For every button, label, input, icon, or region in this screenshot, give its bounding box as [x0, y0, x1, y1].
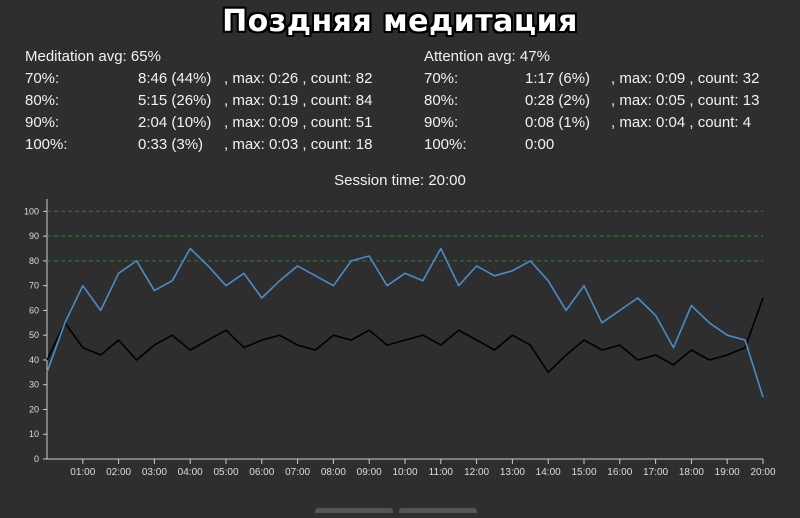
- time-value: 5:15 (26%): [138, 92, 212, 109]
- x-tick-label: 13:00: [500, 467, 525, 478]
- x-tick-label: 09:00: [357, 467, 382, 478]
- x-tick-label: 12:00: [464, 467, 489, 478]
- level-label: 90%:: [424, 114, 459, 131]
- x-tick-label: 19:00: [715, 467, 740, 478]
- level-label: 100%:: [25, 136, 68, 153]
- time-value: 0:33 (3%): [138, 136, 204, 153]
- max-count: , max: 0:03 , count: 18: [224, 136, 373, 153]
- y-tick-label: 20: [29, 404, 39, 414]
- x-tick-label: 15:00: [571, 467, 596, 478]
- meditation-series-line: [46, 247, 764, 398]
- x-tick-label: 06:00: [249, 467, 274, 478]
- y-tick-label: 30: [29, 380, 39, 390]
- bottom-tabs: [315, 500, 483, 518]
- x-tick-label: 01:00: [70, 467, 95, 478]
- x-tick-label: 11:00: [429, 467, 454, 478]
- level-label: 90%:: [25, 114, 60, 131]
- x-tick-label: 18:00: [679, 467, 704, 478]
- max-count: , max: 0:05 , count: 13: [611, 92, 760, 109]
- y-tick-label: 100: [24, 206, 39, 216]
- time-value: 2:04 (10%): [138, 114, 212, 131]
- y-tick-label: 90: [29, 231, 39, 241]
- x-tick-label: 14:00: [536, 467, 561, 478]
- x-tick-label: 16:00: [607, 467, 632, 478]
- bottom-tab[interactable]: [315, 508, 393, 513]
- x-tick-label: 20:00: [750, 467, 775, 478]
- x-tick-label: 08:00: [321, 467, 346, 478]
- level-label: 80%:: [424, 92, 459, 109]
- y-tick-label: 50: [29, 330, 39, 340]
- eeg-line-chart: 0 10 20 30 40 50 60 70 80 90 100 01:00 02:00 03:00 04:…: [24, 199, 776, 478]
- y-tick-label: 0: [34, 454, 39, 464]
- y-tick-label: 10: [29, 429, 39, 439]
- y-tick-label: 40: [29, 355, 39, 365]
- x-tick-label: 05:00: [213, 467, 238, 478]
- time-value: 1:17 (6%): [525, 70, 591, 87]
- time-value: 8:46 (44%): [138, 70, 212, 87]
- x-tick-label: 03:00: [142, 467, 167, 478]
- x-tick-label: 04:00: [178, 467, 203, 478]
- x-tick-label: 02:00: [106, 467, 131, 478]
- session-time: Session time: 20:00: [334, 172, 466, 189]
- y-tick-label: 80: [29, 256, 39, 266]
- page-title: Поздняя медитация: [222, 4, 578, 39]
- max-count: , max: 0:09 , count: 51: [224, 114, 373, 131]
- time-value: 0:08 (1%): [525, 114, 591, 131]
- level-label: 70%:: [25, 70, 60, 87]
- attention-series-line: [46, 297, 764, 374]
- y-tick-label: 60: [29, 305, 39, 315]
- y-tick-label: 70: [29, 281, 39, 291]
- max-count: , max: 0:04 , count: 4: [611, 114, 752, 131]
- x-tick-label: 07:00: [285, 467, 310, 478]
- max-count: , max: 0:26 , count: 82: [224, 70, 373, 87]
- max-count: , max: 0:09 , count: 32: [611, 70, 760, 87]
- x-tick-label: 10:00: [392, 467, 417, 478]
- x-tick-label: 17:00: [643, 467, 668, 478]
- time-value: 0:28 (2%): [525, 92, 591, 109]
- level-label: 100%:: [424, 136, 467, 153]
- bottom-tab[interactable]: [399, 508, 477, 513]
- level-label: 80%:: [25, 92, 60, 109]
- max-count: , max: 0:19 , count: 84: [224, 92, 373, 109]
- time-value: 0:00: [525, 136, 555, 153]
- level-label: 70%:: [424, 70, 459, 87]
